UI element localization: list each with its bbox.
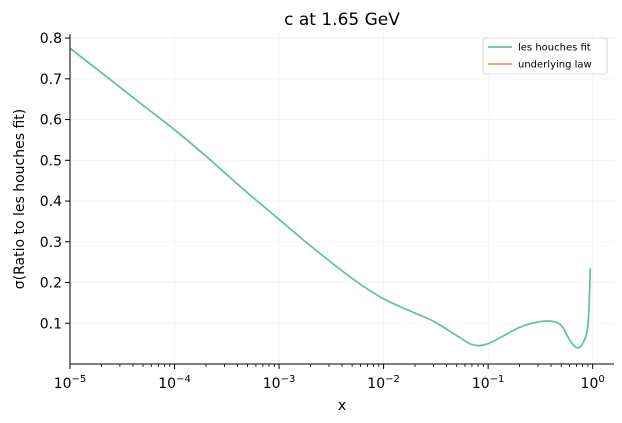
y-tick-label: 0.2: [40, 276, 62, 292]
x-tick-exponent: −1: [490, 374, 505, 385]
series-line-0: [69, 47, 592, 349]
x-axis-label: x: [338, 398, 346, 414]
y-tick-label: 0.3: [40, 235, 62, 251]
chart-title: c at 1.65 GeV: [284, 10, 400, 30]
x-tick-exponent: −3: [281, 374, 296, 385]
x-tick-exponent: −5: [72, 374, 87, 385]
y-tick-label: 0.5: [40, 153, 62, 169]
y-tick-label: 0.8: [40, 31, 62, 47]
y-tick-label: 0.7: [40, 72, 62, 88]
x-tick-mantissa: 10: [54, 376, 72, 392]
y-tick-label: 0.6: [40, 113, 62, 129]
x-tick-label: 100: [581, 374, 605, 392]
grid: [69, 34, 614, 364]
x-tick-exponent: −4: [176, 374, 191, 385]
x-tick-mantissa: 10: [581, 376, 599, 392]
y-ticks: 0.1 0.2 0.3 0.4 0.5 0.6 0.7 0.8: [40, 31, 70, 332]
x-tick-mantissa: 10: [472, 376, 490, 392]
x-ticks: 10−5 10−4 10−3 10−2 10−1 100: [54, 364, 605, 392]
x-tick-label: 10−4: [158, 374, 191, 392]
x-tick-label: 10−2: [367, 374, 400, 392]
x-tick-mantissa: 10: [367, 376, 385, 392]
y-tick-label: 0.1: [40, 316, 62, 332]
axes: [69, 34, 614, 365]
x-tick-label: 10−5: [54, 374, 87, 392]
x-tick-exponent: 0: [598, 374, 604, 385]
x-tick-mantissa: 10: [263, 376, 281, 392]
y-axis-label: σ(Ratio to les houches fit): [12, 109, 28, 290]
series-group: [69, 47, 592, 349]
x-tick-label: 10−3: [263, 374, 296, 392]
y-tick-label: 0.4: [40, 194, 62, 210]
x-tick-label: 10−1: [472, 374, 505, 392]
legend-label-law: underlying law: [518, 60, 592, 71]
x-tick-mantissa: 10: [158, 376, 176, 392]
legend: les houches fit underlying law: [482, 37, 608, 75]
legend-box: [482, 37, 608, 75]
legend-label-fit: les houches fit: [518, 43, 591, 54]
x-tick-exponent: −2: [385, 374, 400, 385]
